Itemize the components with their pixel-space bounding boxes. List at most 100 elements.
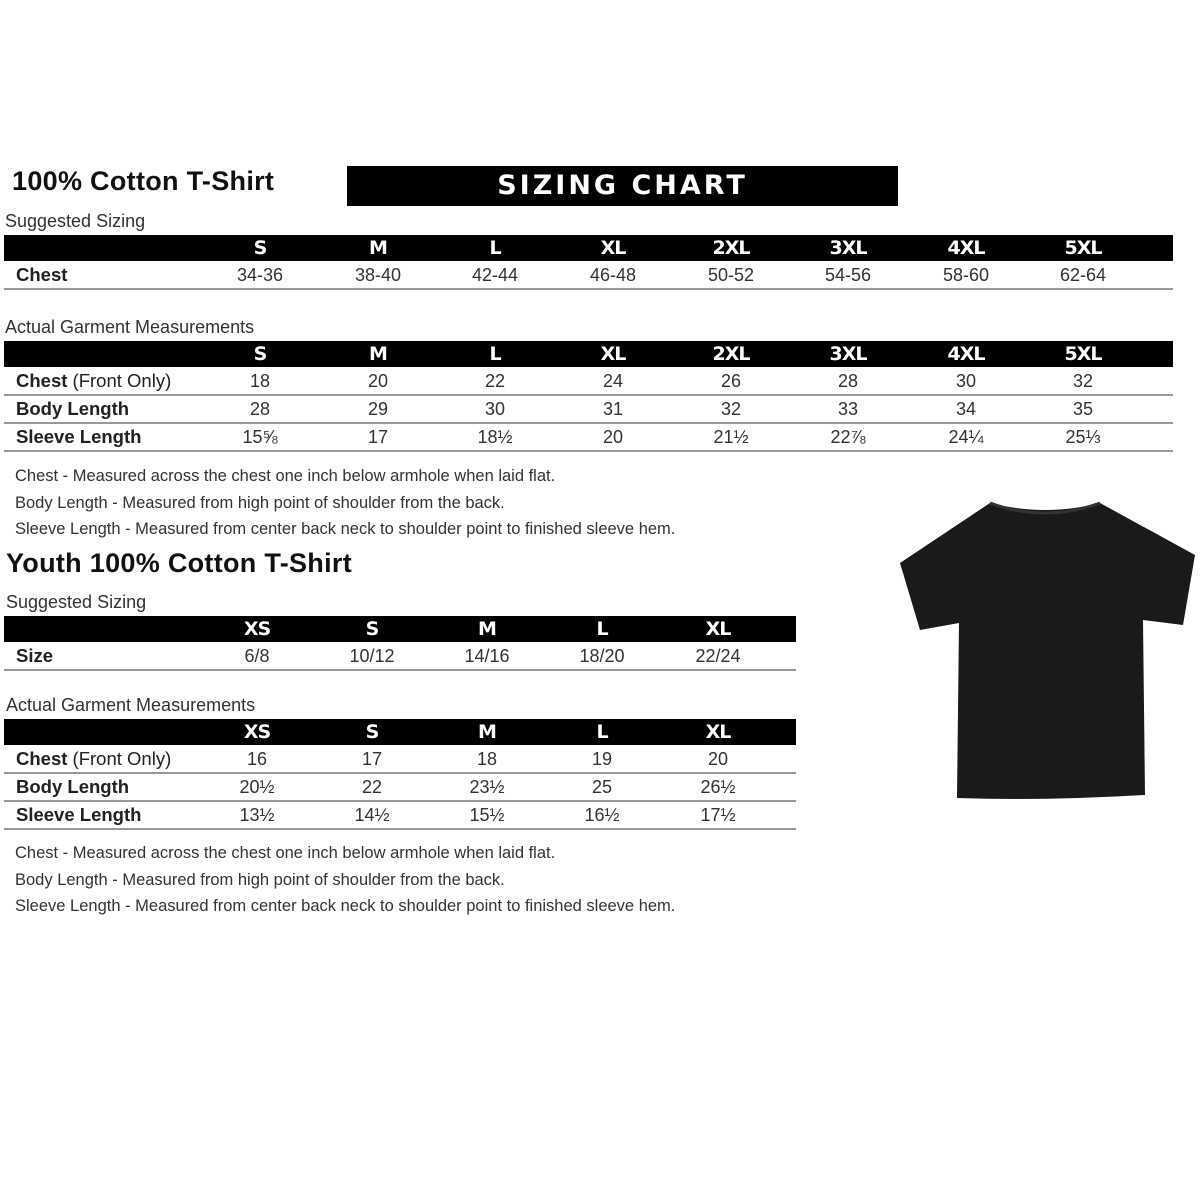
adult-suggested-label: Suggested Sizing: [5, 211, 146, 231]
row-divider: [4, 669, 796, 671]
size-header: 4XL: [947, 237, 986, 259]
row-label: Sleeve Length: [16, 423, 141, 451]
table-cell: 18½: [477, 427, 513, 447]
youth-title: Youth 100% Cotton T-Shirt: [6, 548, 352, 578]
table-cell: 33: [837, 399, 859, 419]
table-cell: 18: [476, 749, 498, 769]
table-cell: 62-64: [1059, 265, 1107, 285]
row-divider: [4, 450, 1173, 452]
size-header: XL: [600, 343, 627, 365]
table-cell: 6/8: [244, 646, 270, 666]
size-header-bar: XS S M L XL: [4, 719, 796, 745]
row-divider: [4, 394, 1173, 396]
table-cell: 22⅞: [830, 427, 866, 447]
table-cell: 18/20: [579, 646, 625, 666]
table-cell: 15½: [469, 805, 505, 825]
size-header: 5XL: [1064, 237, 1103, 259]
size-header: S: [253, 237, 268, 259]
youth-suggested-table: XS S M L XL Size 6/8 10/12 14/16 18/20 22/24: [4, 616, 796, 671]
youth-actual-label: Actual Garment Measurements: [6, 695, 256, 715]
size-header: M: [478, 721, 497, 743]
row-label-text: Sleeve Length: [16, 804, 142, 825]
size-header: XS: [243, 721, 271, 743]
table-cell: 22: [361, 777, 383, 797]
table-cell: 21½: [713, 427, 749, 447]
row-label-text: Chest: [16, 748, 68, 769]
table-cell: 28: [249, 399, 271, 419]
table-row: Body Length 20½ 22 23½ 25 26½: [4, 773, 796, 801]
size-header: 5XL: [1064, 343, 1103, 365]
size-header: L: [489, 237, 501, 259]
row-divider: [4, 422, 1173, 424]
row-label: Chest (Front Only): [16, 367, 171, 395]
table-cell: 35: [1072, 399, 1094, 419]
table-cell: 24: [602, 371, 624, 391]
table-cell: 25⅓: [1065, 427, 1101, 447]
size-header: S: [365, 618, 380, 640]
table-cell: 17½: [700, 805, 736, 825]
size-header: S: [365, 721, 380, 743]
row-divider: [4, 828, 796, 830]
table-cell: 28: [837, 371, 859, 391]
table-cell: 16: [246, 749, 268, 769]
size-header-bar: S M L XL 2XL 3XL 4XL 5XL: [4, 341, 1173, 367]
table-cell: 13½: [239, 805, 275, 825]
adult-title: 100% Cotton T-Shirt: [12, 166, 275, 196]
row-divider: [4, 800, 796, 802]
measurement-note: Body Length - Measured from high point o…: [15, 870, 505, 889]
row-label: Body Length: [16, 773, 129, 801]
table-cell: 32: [720, 399, 742, 419]
table-cell: 26: [720, 371, 742, 391]
table-row: Body Length 28 29 30 31 32 33 34 35: [4, 395, 1173, 423]
measurement-note: Chest - Measured across the chest one in…: [15, 844, 556, 862]
adult-suggested-table: S M L XL 2XL 3XL 4XL 5XL Chest 34-36 38-40 42-44 46-…: [4, 235, 1173, 290]
table-cell: 31: [602, 399, 624, 419]
measurement-note: Body Length - Measured from high point o…: [15, 493, 505, 512]
sizing-chart-banner: SIZING CHART: [347, 166, 898, 206]
table-cell: 29: [367, 399, 389, 419]
row-label: Chest (Front Only): [16, 745, 171, 773]
table-cell: 15⅝: [242, 427, 278, 447]
table-row: Sleeve Length 13½ 14½ 15½ 16½ 17½: [4, 801, 796, 829]
youth-actual-table: XS S M L XL Chest (Front Only) 16 17 18 19 20 Body …: [4, 719, 796, 830]
table-row: Sleeve Length 15⅝ 17 18½ 20 21½ 22⅞ 24¼ 25⅓: [4, 423, 1173, 451]
table-cell: 14/16: [464, 646, 510, 666]
size-header: L: [489, 343, 501, 365]
table-row: Size 6/8 10/12 14/16 18/20 22/24: [4, 642, 796, 670]
row-label-extra: (Front Only): [67, 370, 172, 391]
table-cell: 32: [1072, 371, 1094, 391]
size-header-bar: S M L XL 2XL 3XL 4XL 5XL: [4, 235, 1173, 261]
size-header: XL: [705, 618, 732, 640]
row-label: Body Length: [16, 395, 129, 423]
tshirt-shape: [900, 503, 1195, 799]
table-cell: 17: [367, 427, 389, 447]
size-header-bar: XS S M L XL: [4, 616, 796, 642]
table-cell: 34: [955, 399, 977, 419]
table-row: Chest (Front Only) 18 20 22 24 26 28 30 32: [4, 367, 1173, 395]
table-row: Chest (Front Only) 16 17 18 19 20: [4, 745, 796, 773]
size-header: M: [478, 618, 497, 640]
size-header: XS: [243, 618, 271, 640]
row-label: Chest: [16, 261, 67, 289]
table-cell: 42-44: [471, 265, 519, 285]
row-label-text: Chest: [16, 370, 68, 391]
size-header: L: [596, 618, 608, 640]
table-cell: 54-56: [824, 265, 872, 285]
table-cell: 14½: [354, 805, 390, 825]
adult-actual-label: Actual Garment Measurements: [5, 317, 255, 337]
size-header: XL: [705, 721, 732, 743]
row-label-extra: (Front Only): [67, 748, 172, 769]
row-label: Sleeve Length: [16, 801, 141, 829]
table-cell: 22/24: [695, 646, 741, 666]
table-cell: 23½: [469, 777, 505, 797]
table-cell: 25: [591, 777, 613, 797]
size-header: M: [369, 343, 388, 365]
table-cell: 20½: [239, 777, 275, 797]
row-label-text: Size: [16, 645, 54, 666]
table-cell: 20: [367, 371, 389, 391]
row-divider: [4, 772, 796, 774]
table-cell: 24¼: [948, 427, 984, 447]
measurement-note: Sleeve Length - Measured from center bac…: [15, 897, 676, 915]
tshirt-image: [900, 501, 1195, 799]
table-cell: 22: [484, 371, 506, 391]
